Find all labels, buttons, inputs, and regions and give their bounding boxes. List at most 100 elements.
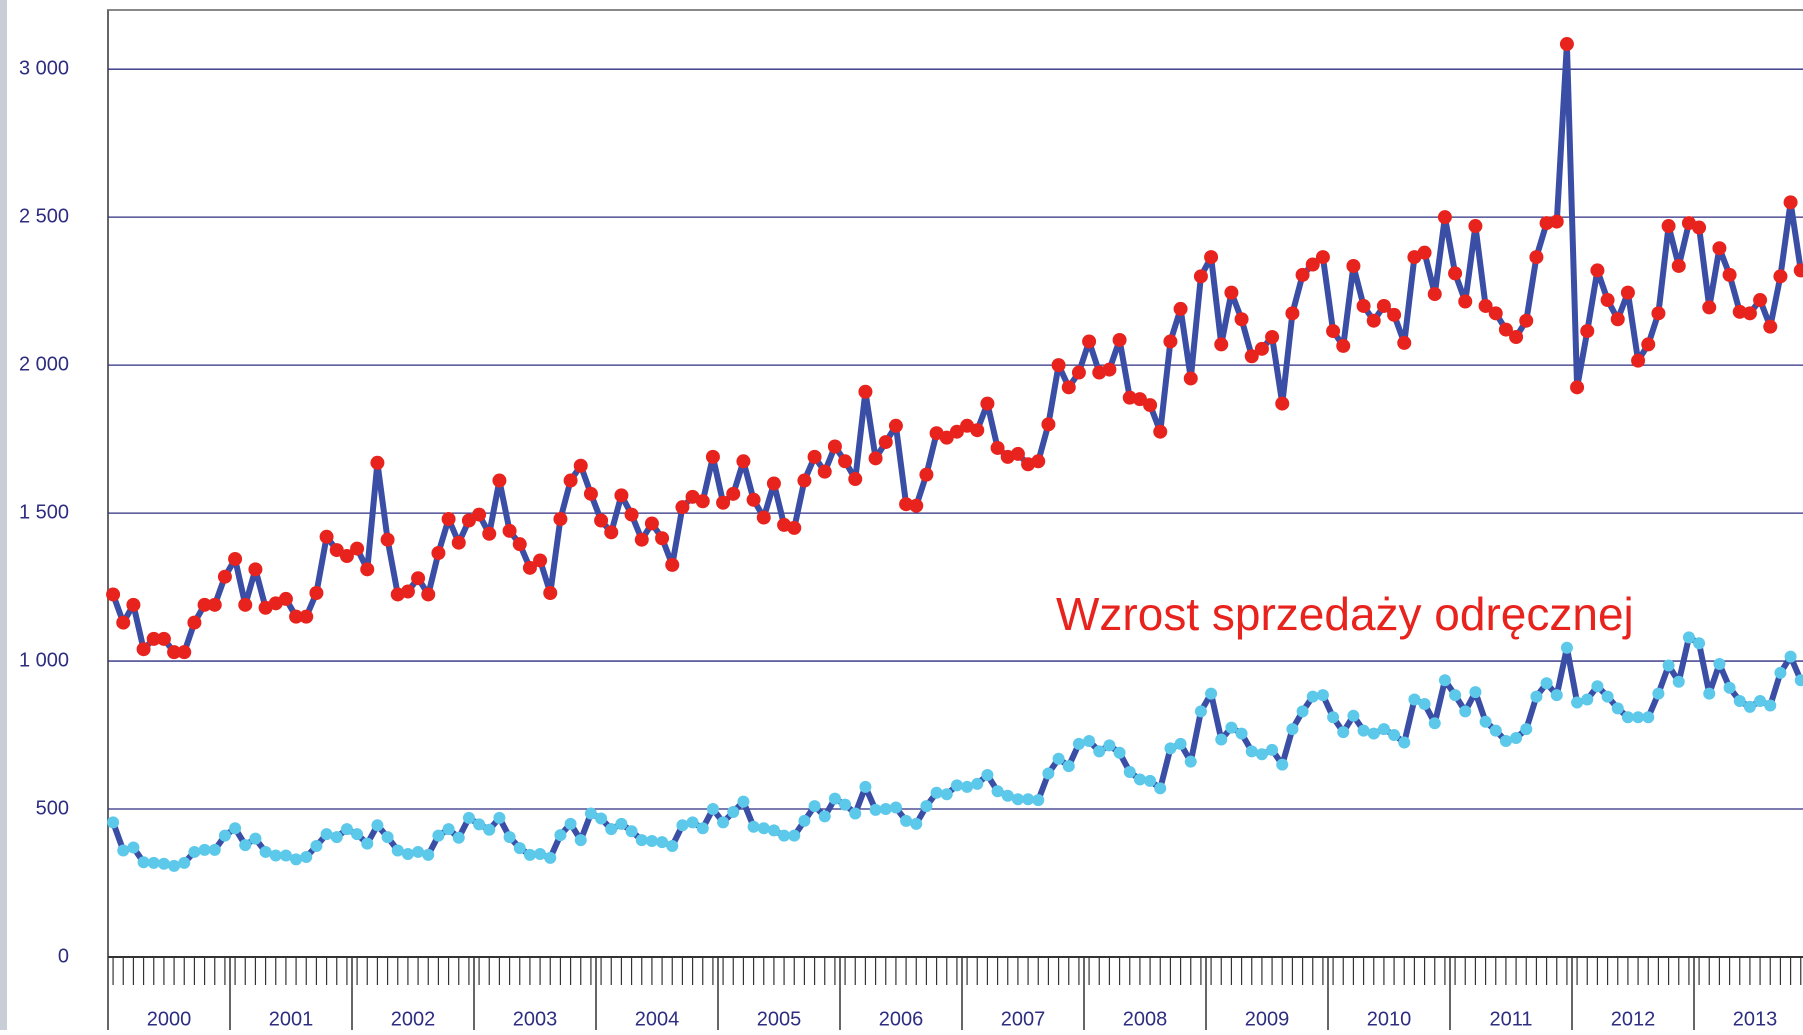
data-point xyxy=(1764,699,1777,712)
data-point xyxy=(1276,758,1289,771)
data-point xyxy=(604,525,619,540)
data-point xyxy=(859,780,872,793)
data-point xyxy=(1245,745,1258,758)
data-point xyxy=(1519,313,1534,328)
data-point xyxy=(878,435,893,450)
data-point xyxy=(1082,334,1097,349)
data-point xyxy=(116,615,131,630)
data-point xyxy=(696,822,709,835)
data-point xyxy=(1387,307,1402,322)
data-point xyxy=(290,853,303,866)
data-point xyxy=(1784,650,1797,663)
data-point xyxy=(1713,658,1726,671)
data-point xyxy=(655,531,670,546)
data-point xyxy=(1712,241,1727,256)
data-point xyxy=(1621,711,1634,724)
data-point xyxy=(1672,675,1685,688)
data-point xyxy=(361,837,374,850)
data-point xyxy=(1611,702,1624,715)
data-point xyxy=(1783,195,1798,210)
data-point xyxy=(1560,641,1573,654)
data-point xyxy=(1449,689,1462,702)
data-point xyxy=(798,814,811,827)
data-point xyxy=(950,779,963,792)
data-point xyxy=(1590,263,1605,278)
data-point xyxy=(299,609,314,624)
data-point xyxy=(808,800,821,813)
data-point xyxy=(1214,337,1229,352)
data-point xyxy=(1733,695,1746,708)
data-point xyxy=(1285,306,1300,321)
data-point xyxy=(411,571,426,586)
data-point xyxy=(533,553,548,568)
data-point xyxy=(1530,690,1543,703)
data-point xyxy=(228,551,243,566)
data-point xyxy=(412,845,425,858)
y-tick-label: 3 000 xyxy=(19,57,69,79)
data-point xyxy=(869,803,882,816)
data-point xyxy=(1061,380,1076,395)
data-point xyxy=(879,803,892,816)
data-point xyxy=(473,818,486,831)
data-point xyxy=(127,841,140,854)
data-point xyxy=(482,526,497,541)
data-point xyxy=(248,562,263,577)
data-point xyxy=(1102,362,1117,377)
data-point xyxy=(381,831,394,844)
data-point xyxy=(1154,782,1167,795)
data-point xyxy=(675,500,690,515)
data-point xyxy=(339,549,354,564)
year-label: 2011 xyxy=(1489,1008,1532,1030)
data-point xyxy=(503,831,516,844)
data-point xyxy=(767,824,780,837)
data-point xyxy=(1722,267,1737,282)
data-point xyxy=(605,823,618,836)
data-point xyxy=(1417,245,1432,260)
data-point xyxy=(980,396,995,411)
data-point xyxy=(686,816,699,829)
data-point xyxy=(1651,306,1666,321)
data-point xyxy=(1520,723,1533,736)
year-label: 2010 xyxy=(1367,1008,1412,1030)
data-point xyxy=(534,848,547,861)
data-point xyxy=(939,430,954,445)
data-point xyxy=(1183,371,1198,386)
series-line xyxy=(110,634,1803,869)
data-point xyxy=(1052,752,1065,765)
data-point xyxy=(217,569,232,584)
data-point xyxy=(1093,745,1106,758)
data-point xyxy=(197,597,212,612)
data-point xyxy=(1266,743,1279,756)
data-point xyxy=(1703,687,1716,700)
data-point xyxy=(310,840,323,853)
data-point xyxy=(1346,258,1361,273)
data-point xyxy=(615,817,628,830)
data-point xyxy=(1367,727,1380,740)
data-point xyxy=(695,494,710,509)
data-point xyxy=(1794,674,1803,687)
data-point xyxy=(544,851,557,864)
data-point xyxy=(401,848,414,861)
data-point xyxy=(747,820,760,833)
data-point xyxy=(656,836,669,849)
data-point xyxy=(442,823,455,836)
data-point xyxy=(1581,693,1594,706)
data-point xyxy=(1723,681,1736,694)
data-point xyxy=(666,840,679,853)
data-point xyxy=(1458,294,1473,309)
data-point xyxy=(1570,380,1585,395)
data-point xyxy=(188,845,201,858)
data-point xyxy=(1397,335,1412,350)
data-point xyxy=(1459,705,1472,718)
data-point xyxy=(1164,742,1177,755)
data-point xyxy=(757,822,770,835)
data-point xyxy=(584,807,597,820)
data-point xyxy=(146,631,161,646)
data-point xyxy=(1327,711,1340,724)
data-point xyxy=(1479,715,1492,728)
data-point xyxy=(1600,293,1615,308)
data-point xyxy=(1011,793,1024,806)
data-point xyxy=(208,843,221,856)
data-point xyxy=(512,537,527,552)
data-point xyxy=(971,777,984,790)
